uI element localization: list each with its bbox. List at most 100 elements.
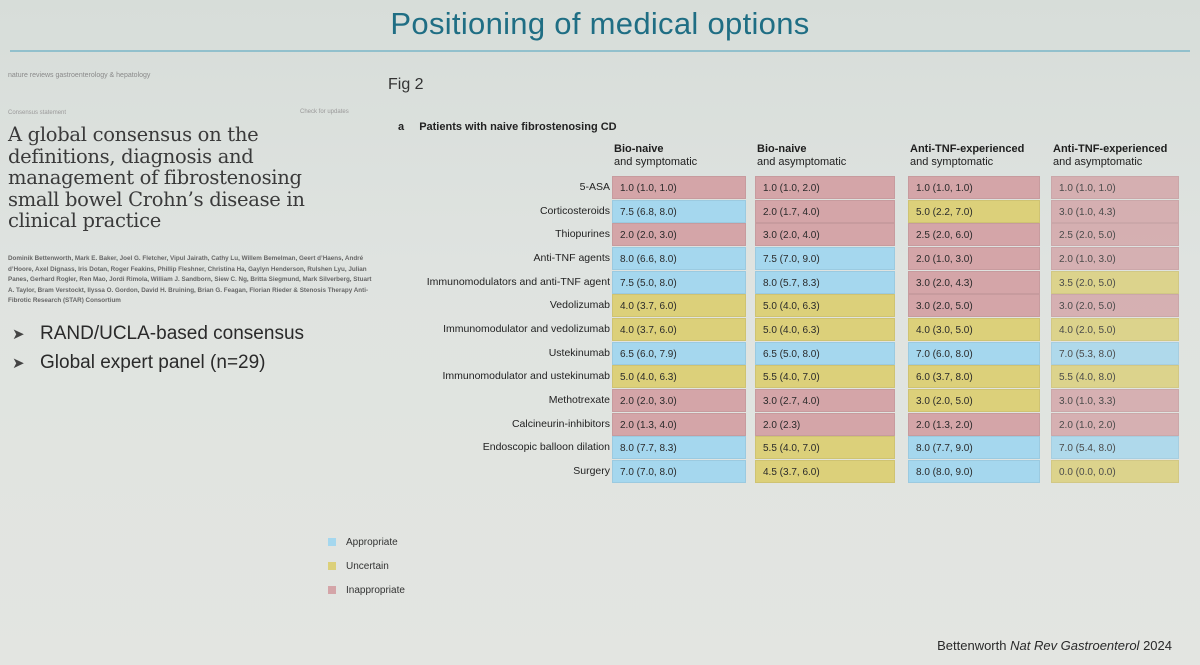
table-cell: 4.5 (3.7, 6.0) [755,459,895,483]
title-divider [10,50,1190,52]
table-cell: 2.0 (1.7, 4.0) [755,199,895,223]
table-cell: 1.0 (1.0, 1.0) [1051,176,1179,199]
table-cell: 5.0 (4.0, 6.3) [612,365,746,389]
legend: Appropriate Uncertain Inappropriate [328,530,405,602]
check-updates-label: Check for updates [300,109,349,115]
legend-swatch [328,586,336,594]
table-cell: 3.5 (2.0, 5.0) [1051,270,1179,294]
table-cell: 6.5 (6.0, 7.9) [612,341,746,365]
legend-item-appropriate: Appropriate [328,530,405,554]
table-cell: 8.0 (7.7, 9.0) [908,436,1040,460]
table-cell: 3.0 (2.0, 5.0) [908,388,1040,412]
table-cell: 2.0 (1.3, 4.0) [612,412,746,436]
legend-label: Inappropriate [346,584,405,596]
table-cell: 2.0 (2.0, 3.0) [612,223,746,247]
column-header-line1: Anti-TNF-experienced [1053,143,1168,155]
column-header-line1: Bio-naive [757,143,807,155]
table-cell: 3.0 (2.0, 4.0) [755,223,895,247]
panel-title: Patients with naive fibrostenosing CD [419,121,617,133]
figure-label: Fig 2 [388,76,424,93]
arrow-bullet-icon: ➤ [12,326,25,343]
table-cell: 5.5 (4.0, 7.0) [755,436,895,460]
journal-header: nature reviews gastroenterology & hepato… [8,72,151,79]
row-label: 5-ASA [579,181,610,193]
table-cell: 4.0 (2.0, 5.0) [1051,317,1179,341]
table-cell: 2.0 (1.0, 2.0) [1051,412,1179,436]
table-cell: 3.0 (1.0, 3.3) [1051,388,1179,412]
bullet-point: ➤ Global expert panel (n=29) [12,352,304,374]
slide-title: Positioning of medical options [390,6,810,41]
bullet-point: ➤ RAND/UCLA-based consensus [12,323,304,345]
row-label: Calcineurin-inhibitors [511,417,610,430]
paper-title: A global consensus on the definitions, d… [8,123,305,232]
table-cell: 7.5 (5.0, 8.0) [612,270,746,294]
table-cell: 7.5 (7.0, 9.0) [755,246,895,270]
table-cell: 6.5 (5.0, 8.0) [755,341,895,365]
bullet-text: Global expert panel (n=29) [40,352,266,373]
column-header-line2: and asymptomatic [1053,156,1143,168]
table-cell: 2.0 (1.3, 2.0) [908,412,1040,436]
legend-label: Appropriate [346,536,398,548]
column-header-line2: and symptomatic [910,156,994,168]
bullet-text: RAND/UCLA-based consensus [40,323,305,344]
column-header: Anti-TNF-experienced and asymptomatic [1053,143,1167,169]
citation-author: Bettenworth [937,638,1007,653]
arrow-bullet-icon: ➤ [12,355,25,372]
citation-year: 2024 [1143,638,1172,653]
table-cell: 7.0 (6.0, 8.0) [908,341,1040,365]
column-header-line1: Anti-TNF-experienced [910,143,1025,155]
table-cell: 1.0 (1.0, 1.0) [612,176,746,199]
row-label: Thiopurines [555,228,610,241]
table-cell: 4.0 (3.7, 6.0) [612,317,746,341]
table-cell: 7.0 (5.3, 8.0) [1051,341,1179,365]
row-label: Ustekinumab [548,346,610,359]
table-cell: 3.0 (2.0, 5.0) [908,294,1040,318]
panel-heading: a Patients with naive fibrostenosing CD [398,121,617,133]
table-cell: 7.5 (6.8, 8.0) [612,199,746,223]
row-label: Corticosteroids [539,204,610,217]
table-cell: 8.0 (5.7, 8.3) [755,270,895,294]
table-cell: 1.0 (1.0, 2.0) [755,176,895,199]
table-cell: 8.0 (7.7, 8.3) [612,436,746,460]
citation-journal: Nat Rev Gastroenterol [1010,638,1140,653]
table-cell: 7.0 (7.0, 8.0) [612,459,746,483]
table-cell: 3.0 (2.0, 4.3) [908,270,1040,294]
table-cell: 2.0 (1.0, 3.0) [908,246,1040,270]
column-header-line1: Bio-naive [614,143,664,155]
column-header: Bio-naive and asymptomatic [757,143,846,169]
panel-letter: a [398,121,405,133]
table-cell: 3.0 (2.0, 5.0) [1051,294,1179,318]
row-label: Immunomodulators and anti-TNF agent [426,275,610,288]
table-cell: 3.0 (1.0, 4.3) [1051,199,1179,223]
table-cell: 2.5 (2.0, 5.0) [1051,223,1179,247]
table-cell: 3.0 (2.7, 4.0) [755,388,895,412]
row-label: Anti-TNF agents [533,251,610,264]
table-cell: 5.5 (4.0, 7.0) [755,365,895,389]
row-label: Vedolizumab [549,299,610,312]
table-cell: 2.0 (2.3) [755,412,895,436]
row-label: Methotrexate [548,393,610,406]
key-points: ➤ RAND/UCLA-based consensus ➤ Global exp… [12,323,304,381]
table-cell: 8.0 (8.0, 9.0) [908,459,1040,483]
table-cell: 5.0 (4.0, 6.3) [755,317,895,341]
row-label: Immunomodulator and ustekinumab [442,370,610,383]
table-cell: 0.0 (0.0, 0.0) [1051,459,1179,483]
column-header: Bio-naive and symptomatic [614,143,697,169]
table-cell: 5.0 (2.2, 7.0) [908,199,1040,223]
table-cell: 5.0 (4.0, 6.3) [755,294,895,318]
legend-item-uncertain: Uncertain [328,554,405,578]
row-label: Immunomodulator and vedolizumab [443,322,610,335]
legend-label: Uncertain [346,560,389,572]
row-label: Surgery [573,464,610,477]
legend-swatch [328,562,336,570]
column-header-line2: and symptomatic [614,156,698,168]
table-cell: 5.5 (4.0, 8.0) [1051,365,1179,389]
table-cell: 8.0 (6.6, 8.0) [612,246,746,270]
table-cell: 4.0 (3.0, 5.0) [908,317,1040,341]
table-cell: 2.0 (2.0, 3.0) [612,388,746,412]
author-list: Dominik Bettenworth, Mark E. Baker, Joel… [8,255,372,305]
column-header: Anti-TNF-experienced and symptomatic [910,143,1024,169]
legend-swatch [328,538,336,546]
legend-item-inappropriate: Inappropriate [328,578,405,602]
table-cell: 6.0 (3.7, 8.0) [908,365,1040,389]
